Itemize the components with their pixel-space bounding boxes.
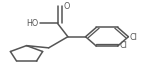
Text: O: O [63, 2, 70, 11]
Text: HO: HO [26, 19, 38, 28]
Text: Cl: Cl [119, 41, 127, 50]
Text: Cl: Cl [130, 33, 138, 42]
